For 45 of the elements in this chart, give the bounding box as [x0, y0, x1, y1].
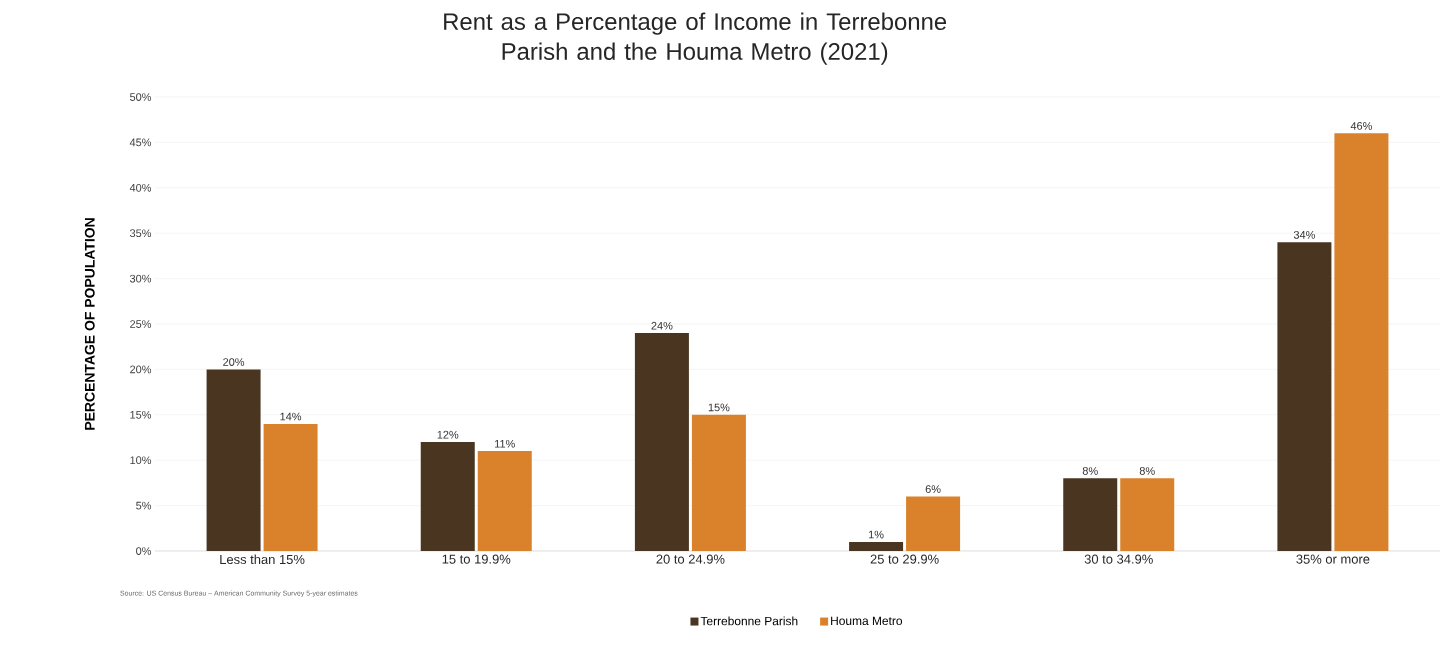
data-label: 11%	[495, 439, 515, 448]
x-tick-label: 15 to 19.9%	[442, 554, 511, 564]
data-label: 8%	[1139, 467, 1155, 475]
x-tick-label: 35% or more	[1296, 554, 1370, 564]
bar	[634, 333, 689, 551]
y-tick-label: 35%	[129, 229, 152, 238]
x-tick-label: Less than 15%	[220, 554, 305, 565]
x-tick-label: 20 to 24.9%	[656, 554, 725, 564]
data-label: 46%	[1350, 122, 1372, 130]
data-label: 1%	[868, 530, 884, 539]
data-label: 24%	[651, 321, 673, 330]
data-label: 34%	[1293, 231, 1315, 239]
bar	[1120, 478, 1175, 551]
y-tick-label: 40%	[129, 183, 152, 192]
data-label: 14%	[280, 412, 302, 421]
chart-title: Rent as a Percentage of Income in Terrebonne Parish and the Houma Metro (2021)	[444, 12, 947, 65]
data-label: 8%	[1082, 467, 1098, 475]
data-label: 6%	[925, 485, 941, 493]
x-tick-label: 25 to 29.9%	[870, 554, 939, 564]
bar	[206, 369, 261, 551]
bar	[263, 423, 318, 551]
y-tick-label: 50%	[129, 93, 152, 101]
y-tick-label: 20%	[130, 365, 152, 374]
x-tick-label: 30 to 34.9%	[1084, 554, 1153, 564]
y-tick-label: 30%	[129, 274, 152, 283]
y-tick-label: 15%	[130, 410, 152, 419]
legend-label: Terrebonne Parish	[700, 616, 798, 626]
y-axis-title: PERCENTAGE OF POPULATION	[84, 218, 95, 430]
y-tick-label: 5%	[136, 501, 152, 510]
bar	[1063, 478, 1118, 551]
y-tick-label: 0%	[136, 547, 152, 555]
legend-label: Houma Metro	[831, 616, 903, 626]
bar	[906, 496, 961, 551]
y-tick-label: 25%	[130, 320, 152, 328]
bar	[849, 541, 904, 551]
data-label: 15%	[708, 403, 730, 412]
y-tick-label: 10%	[130, 456, 152, 465]
bar	[420, 442, 475, 551]
bar	[1334, 133, 1389, 551]
data-label: 12%	[437, 430, 459, 439]
bar	[1277, 242, 1332, 551]
bar	[691, 414, 746, 551]
bar	[477, 451, 532, 551]
data-label: 20%	[223, 358, 245, 366]
y-tick-label: 45%	[129, 138, 152, 147]
